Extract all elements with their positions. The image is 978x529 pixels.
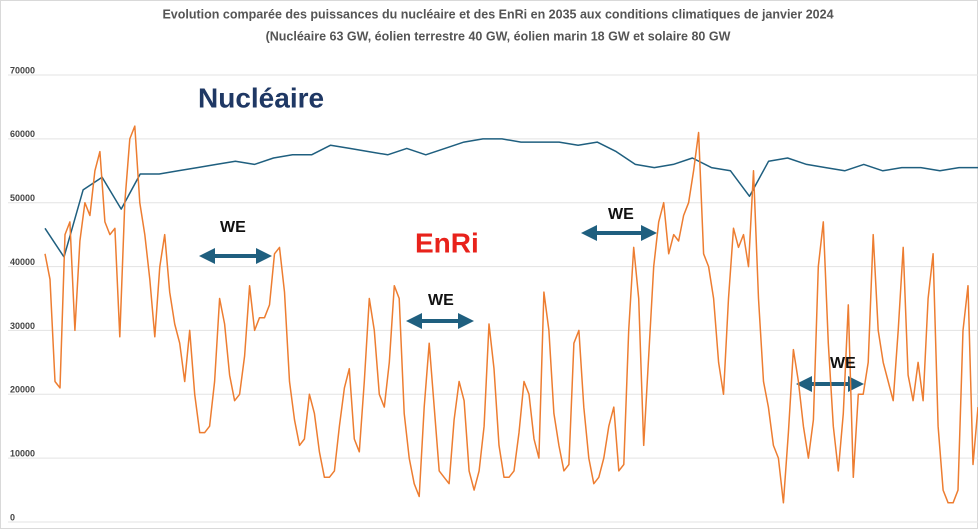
y-tick-label: 40000	[10, 257, 35, 267]
chart-title: Evolution comparée des puissances du nuc…	[162, 7, 833, 21]
annotation: WE	[428, 292, 454, 309]
y-tick-label: 60000	[10, 129, 35, 139]
chart-subtitle: (Nucléaire 63 GW, éolien terrestre 40 GW…	[266, 29, 731, 43]
annotation: WE	[830, 355, 856, 372]
y-tick-label: 0	[10, 512, 15, 522]
annotation: WE	[220, 219, 246, 236]
annotation: Nucléaire	[198, 82, 324, 113]
series-line	[44, 138, 978, 258]
series-line	[44, 125, 978, 504]
y-tick-label: 30000	[10, 321, 35, 331]
y-tick-label: 20000	[10, 385, 35, 395]
annotation: EnRi	[415, 227, 479, 258]
y-tick-label: 10000	[10, 449, 35, 459]
annotation: WE	[608, 206, 634, 223]
y-tick-label: 50000	[10, 193, 35, 203]
arrows	[199, 225, 864, 392]
y-tick-label: 70000	[10, 65, 35, 75]
